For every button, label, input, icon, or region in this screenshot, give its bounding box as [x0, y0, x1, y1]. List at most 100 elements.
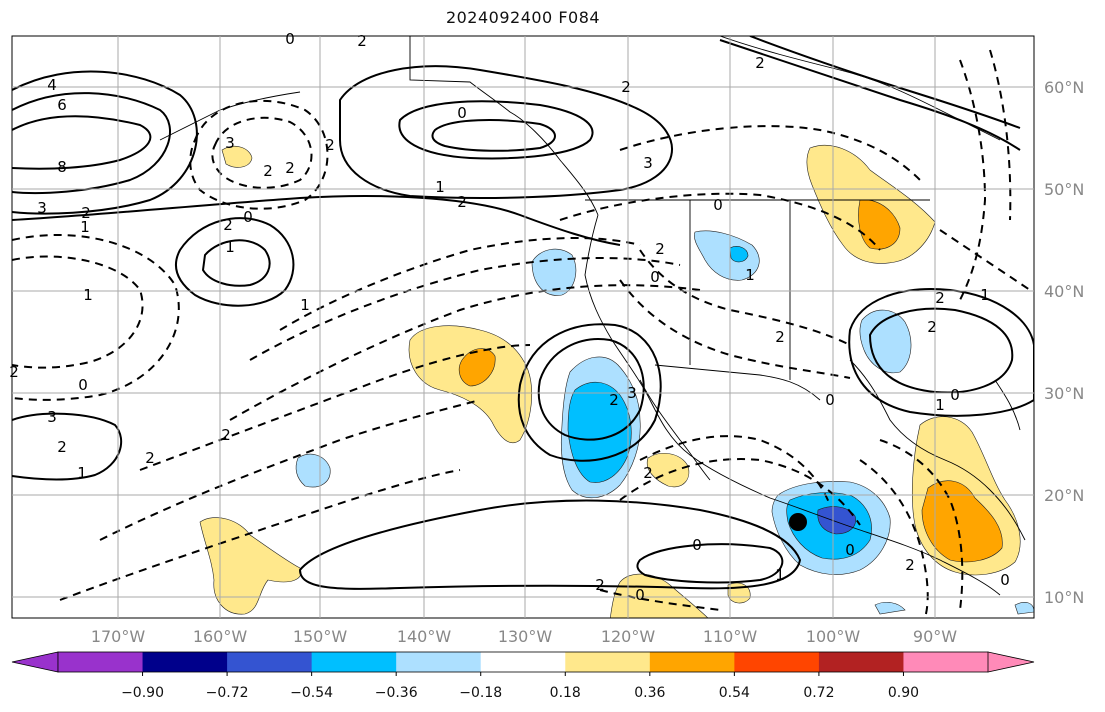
colorbar-tick-label: −0.36 [375, 685, 418, 701]
contour-dashed-east-3 [989, 49, 1012, 221]
longitude-labels: 170°W 160°W 150°W 140°W 130°W 120°W 110°W 100°W… [91, 627, 957, 646]
shaded-regions [199, 144, 1034, 618]
contour-label: 6 [57, 96, 67, 114]
contour-label: 0 [713, 196, 723, 214]
contour-label: 3 [627, 384, 637, 402]
contour-label: 4 [47, 76, 57, 94]
contour-solid-baja-low [537, 338, 645, 441]
contour-label: 2 [655, 240, 665, 258]
contour-label: 0 [845, 541, 855, 559]
contour-dashed-gulf-alaska-2 [189, 99, 329, 210]
contour-label: 2 [905, 556, 915, 574]
contour-label: 0 [285, 30, 295, 48]
colorbar-tick-label: 0.72 [803, 685, 834, 701]
contour-dashed-west-2 [12, 234, 180, 401]
contour-label: 3 [47, 408, 57, 426]
contour-label: 2 [285, 159, 295, 177]
location-marker [789, 513, 807, 531]
colorbar-left-arrow [11, 651, 59, 673]
contour-solid-mid-pacific [174, 217, 295, 307]
colorbar-tick-label: 0.90 [888, 685, 919, 701]
contour-label: 1 [83, 286, 93, 304]
contour-label: 2 [927, 318, 937, 336]
royal-region-mexico [817, 506, 856, 535]
contour-label: 3 [225, 134, 235, 152]
contour-solid-west-high [12, 115, 152, 170]
longitude-label: 90°W [913, 627, 957, 646]
yellow-region-gulf [221, 146, 253, 168]
contour-label: 2 [775, 328, 785, 346]
contour-dashed-upper [619, 125, 921, 181]
contour-label: 0 [825, 391, 835, 409]
latitude-label: 50°N [1044, 180, 1084, 199]
contour-label: 0 [692, 536, 702, 554]
latitude-labels: 60°N 50°N 40°N 30°N 20°N 10°N [1044, 78, 1084, 607]
colorbar-border [57, 651, 989, 673]
contour-solid-aleutian-high-inner2 [431, 119, 556, 152]
longitude-label: 160°W [193, 627, 248, 646]
blue-region-hawaii-north [295, 453, 331, 488]
contour-label: 2 [221, 426, 231, 444]
blue-region-edge [1014, 602, 1034, 615]
contour-label: 2 [263, 162, 273, 180]
colorbar-segment [396, 652, 482, 672]
contour-solid-north-east-2 [749, 36, 1021, 129]
contour-label: 0 [650, 268, 660, 286]
contour-dashed-pacific-6 [59, 469, 461, 601]
colorbar-tick-label: −0.18 [459, 685, 502, 701]
graticule [12, 36, 1034, 618]
colorbar-segment [565, 652, 651, 672]
contour-label: 0 [1000, 571, 1010, 589]
contour-label: 2 [457, 193, 467, 211]
colorbar-segment [311, 652, 397, 672]
contour-label: 2 [145, 449, 155, 467]
state-border-mexico [654, 364, 821, 401]
contour-label: 1 [745, 266, 755, 284]
contour-dashed-gulf-1 [879, 439, 964, 611]
contour-label: 2 [81, 204, 91, 222]
colorbar: −0.90 −0.72 −0.54 −0.36 −0.18 0.18 0.36 0.54 0.7… [11, 651, 1035, 701]
contour-solid-east-high-inner [868, 307, 1014, 394]
coastline-alaska [409, 36, 599, 216]
contour-label: 2 [643, 464, 653, 482]
colorbar-segment [142, 652, 228, 672]
contour-label: 2 [57, 438, 67, 456]
latitude-label: 40°N [1044, 282, 1084, 301]
latitude-label: 10°N [1044, 588, 1084, 607]
contour-solid-west-high-2 [12, 92, 171, 195]
contour-label: 1 [980, 286, 990, 304]
contour-dashed-trough [559, 192, 881, 251]
contour-dashed-mexico-2 [619, 458, 861, 526]
longitude-label: 100°W [806, 627, 861, 646]
coastline-west-us [584, 214, 1001, 596]
contour-label: 1 [300, 296, 310, 314]
longitude-label: 120°W [601, 627, 656, 646]
longitude-label: 130°W [498, 627, 553, 646]
contour-solid-tropics-2 [636, 543, 784, 584]
longitude-label: 170°W [91, 627, 146, 646]
colorbar-segment [58, 652, 144, 672]
colorbar-segment [480, 652, 566, 672]
longitude-label: 150°W [293, 627, 348, 646]
contour-label: 0 [635, 586, 645, 604]
contour-solid-baja-low-2 [517, 323, 662, 462]
colorbar-tick-label: 0.54 [719, 685, 750, 701]
contour-dashed-gulf-2 [859, 459, 929, 618]
orange-region-pacific [458, 348, 496, 387]
contour-label: 2 [357, 32, 367, 50]
latitude-label: 20°N [1044, 486, 1084, 505]
contour-label: 2 [325, 136, 335, 154]
contour-dashed-east-2 [959, 59, 987, 301]
contour-label: 1 [435, 178, 445, 196]
colorbar-tick-label: −0.90 [121, 685, 164, 701]
contour-solid-tropics-1 [298, 499, 802, 590]
contour-dashed-west-us-1 [639, 249, 851, 346]
contour-label: 2 [9, 363, 19, 381]
colorbar-tick-label: −0.72 [206, 685, 249, 701]
contour-label: 3 [37, 199, 47, 217]
contour-label: 8 [57, 158, 67, 176]
colorbar-segment [818, 652, 904, 672]
colorbar-segment [227, 652, 313, 672]
